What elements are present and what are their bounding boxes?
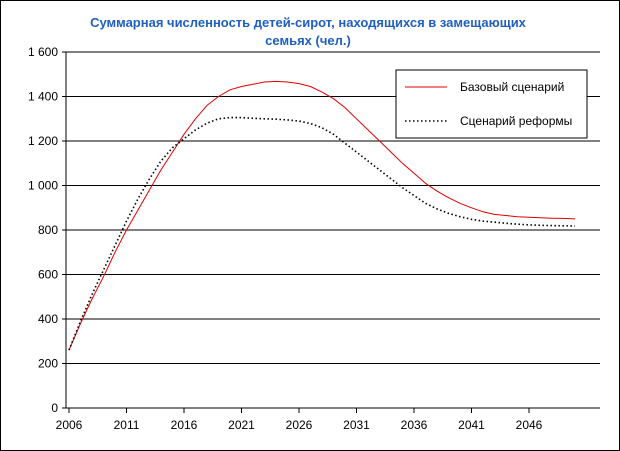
tick-label-y-1400: 1 400 (28, 90, 58, 104)
tick-label-x-2006: 2006 (56, 418, 83, 432)
series-line-reform (68, 116, 576, 351)
tick-label-y-0: 0 (51, 401, 58, 415)
legend-box (395, 69, 588, 139)
tick-label-y-200: 200 (38, 357, 58, 371)
tick-label-y-400: 400 (38, 312, 58, 326)
tick-label-y-1200: 1 200 (28, 134, 58, 148)
tick-label-x-2016: 2016 (171, 418, 198, 432)
chart-title-line-1: Суммарная численность детей-сирот, наход… (90, 15, 527, 30)
legend-label-base: Базовый сценарий (460, 80, 564, 94)
chart-title-line-2: семьях (чел.) (265, 33, 351, 48)
legend: Базовый сценарий Сценарий реформы (395, 69, 588, 139)
tick-label-x-2026: 2026 (286, 418, 313, 432)
tick-label-x-2041: 2041 (458, 418, 485, 432)
tick-label-y-1600: 1 600 (28, 45, 58, 59)
tick-label-x-2011: 2011 (114, 418, 140, 432)
tick-label-x-2021: 2021 (228, 418, 255, 432)
tick-label-y-1000: 1 000 (28, 179, 58, 193)
axes: 0 200 400 600 800 1 000 1 200 1 400 1 600 2006 201… (28, 45, 600, 432)
tick-label-x-2036: 2036 (401, 418, 428, 432)
series-lines (68, 80, 576, 351)
legend-label-reform: Сценарий реформы (460, 114, 572, 128)
tick-label-y-600: 600 (38, 268, 58, 282)
tick-label-x-2046: 2046 (516, 418, 543, 432)
tick-label-x-2031: 2031 (343, 418, 370, 432)
tick-label-y-800: 800 (38, 223, 58, 237)
series-line-base (68, 80, 576, 351)
